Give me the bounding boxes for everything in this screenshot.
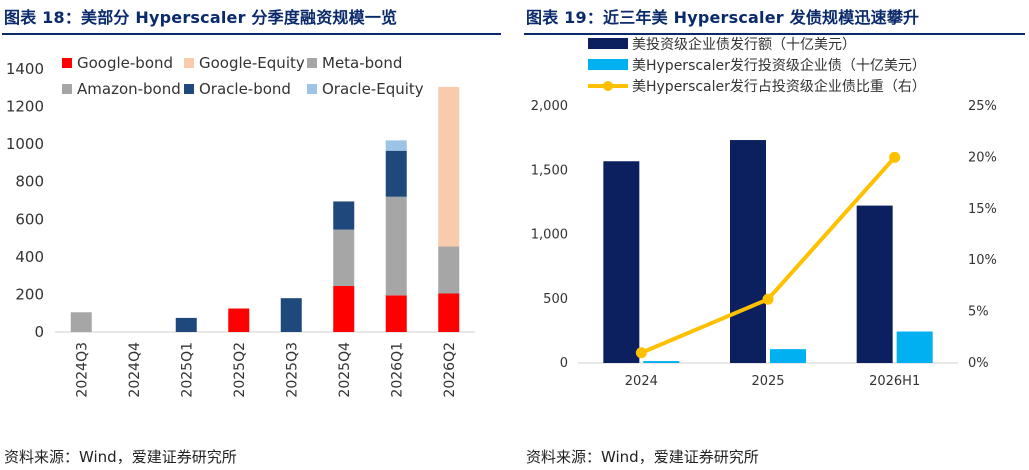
bar-oracle-bond-2025q4	[333, 201, 355, 230]
left-source-note: 资料来源：Wind，爱建证券研究所	[4, 448, 237, 466]
left-title-rule	[2, 33, 501, 35]
y-tick-label: 1200	[6, 98, 44, 116]
x-tick-label: 2024Q3	[74, 342, 90, 398]
bar-meta-bond-2025q4	[333, 229, 355, 286]
x-tick-label: 2025Q1	[179, 342, 195, 398]
x-tick-label: 2024	[625, 374, 658, 389]
bar-total-ig-issuance-2025	[730, 140, 766, 363]
x-tick-label: 2026Q2	[442, 342, 458, 398]
legend-label-amazon-bond: Amazon-bond	[77, 80, 181, 98]
bar-meta-bond-2026q2	[438, 246, 460, 294]
y-tick-label: 1000	[6, 135, 44, 153]
y-tick-label: 0	[34, 323, 44, 341]
y-tick-label-right: 15%	[968, 202, 997, 217]
bar-google-equity-2026q2	[438, 86, 460, 247]
y-tick-label-right: 10%	[968, 253, 997, 268]
line-point-ratio-2024	[635, 347, 647, 359]
y-tick-label-left: 1,000	[531, 228, 568, 243]
bar-total-ig-issuance-2024	[603, 161, 640, 363]
y-tick-label: 800	[15, 173, 44, 191]
bar-hyperscaler-issuance-2026h1	[896, 331, 933, 363]
bar-google-bond-2026q1	[385, 295, 407, 332]
x-tick-label: 2025Q3	[284, 342, 300, 398]
y-tick-label-left: 500	[543, 292, 568, 307]
bar-hyperscaler-issuance-2025	[770, 349, 806, 363]
y-tick-label-left: 2,000	[531, 99, 568, 114]
line-point-ratio-2025	[762, 293, 774, 305]
series-line-ratio	[640, 156, 897, 355]
line-point-ratio-2026h1	[889, 151, 901, 163]
y-tick-label-left: 1,500	[531, 163, 568, 178]
legend-label-google-bond: Google-bond	[77, 54, 173, 72]
legend-label-ratio: 美Hyperscaler发行占投资级企业债比重（右）	[632, 78, 926, 95]
right-panel: 图表 19：近三年美 Hyperscaler 发债规模迅速攀升 0 500 1,00…	[522, 0, 1029, 470]
bar-google-bond-2025q2	[228, 308, 250, 332]
legend-label-total-ig-issuance: 美投资级企业债发行额（十亿美元）	[632, 36, 856, 53]
left-panel: 图表 18：美部分 Hyperscaler 分季度融资规模一览 0 200 400 6…	[0, 0, 505, 470]
legend-label-meta-bond: Meta-bond	[322, 54, 402, 72]
right-source-note: 资料来源：Wind，爱建证券研究所	[526, 448, 759, 466]
legend-swatch-oracle-bond	[184, 84, 194, 94]
right-chart-title: 图表 19：近三年美 Hyperscaler 发债规模迅速攀升	[526, 8, 920, 27]
y-tick-label: 200	[15, 285, 44, 303]
legend-swatch-hyperscaler-issuance	[588, 59, 628, 70]
legend-swatch-amazon-bond	[62, 84, 72, 94]
y-tick-label: 400	[15, 248, 44, 266]
bar-oracle-bond-2026q1	[385, 150, 407, 197]
legend-swatch-google-equity	[184, 58, 194, 68]
bar-hyperscaler-issuance-2024	[643, 361, 680, 363]
stacked-bar-chart: 0 200 400 600 800 1000 1200 1400 2024Q3 2024Q4 202…	[6, 54, 475, 398]
bar-google-bond-2025q4	[333, 285, 355, 332]
left-chart-title: 图表 18：美部分 Hyperscaler 分季度融资规模一览	[4, 8, 398, 27]
y-tick-label-right: 20%	[968, 150, 997, 165]
x-tick-label: 2025Q4	[337, 342, 353, 398]
x-tick-label: 2026Q1	[389, 342, 405, 398]
legend-swatch-google-bond	[62, 58, 72, 68]
y-tick-label-right: 25%	[968, 99, 997, 114]
bar-amazon-bond-2024q3	[70, 312, 92, 332]
x-tick-label: 2024Q4	[127, 342, 143, 398]
legend-swatch-ratio-marker	[603, 81, 613, 91]
x-tick-label: 2025	[751, 374, 784, 389]
bar-oracle-bond-2025q3	[280, 298, 302, 332]
y-tick-label-left: 0	[560, 356, 568, 371]
y-tick-label-right: 0%	[968, 356, 989, 371]
y-tick-label: 1400	[6, 60, 44, 78]
bar-google-bond-2026q2	[438, 293, 460, 332]
bar-line-combo-chart: 0 500 1,000 1,500 2,000 0% 5% 10% 15% 20% 25% 2024 2…	[531, 36, 997, 389]
legend-label-oracle-bond: Oracle-bond	[199, 80, 291, 98]
bar-oracle-equity-2026q1	[385, 140, 407, 151]
bar-amazon-bond-2026q1	[385, 196, 407, 296]
bar-oracle-bond-2025q1	[175, 317, 197, 332]
legend-swatch-total-ig-issuance	[588, 38, 628, 49]
y-tick-label-right: 5%	[968, 305, 989, 320]
right-title-rule	[524, 33, 1025, 35]
x-tick-label: 2025Q2	[232, 342, 248, 398]
bar-total-ig-issuance-2026h1	[856, 205, 893, 363]
legend-swatch-meta-bond	[307, 58, 317, 68]
legend-label-oracle-equity: Oracle-Equity	[322, 80, 424, 98]
legend-swatch-oracle-equity	[307, 84, 317, 94]
x-tick-label: 2026H1	[869, 374, 920, 389]
legend-label-google-equity: Google-Equity	[199, 54, 305, 72]
legend-label-hyperscaler-issuance: 美Hyperscaler发行投资级企业债（十亿美元）	[632, 57, 926, 74]
y-tick-label: 600	[15, 210, 44, 228]
